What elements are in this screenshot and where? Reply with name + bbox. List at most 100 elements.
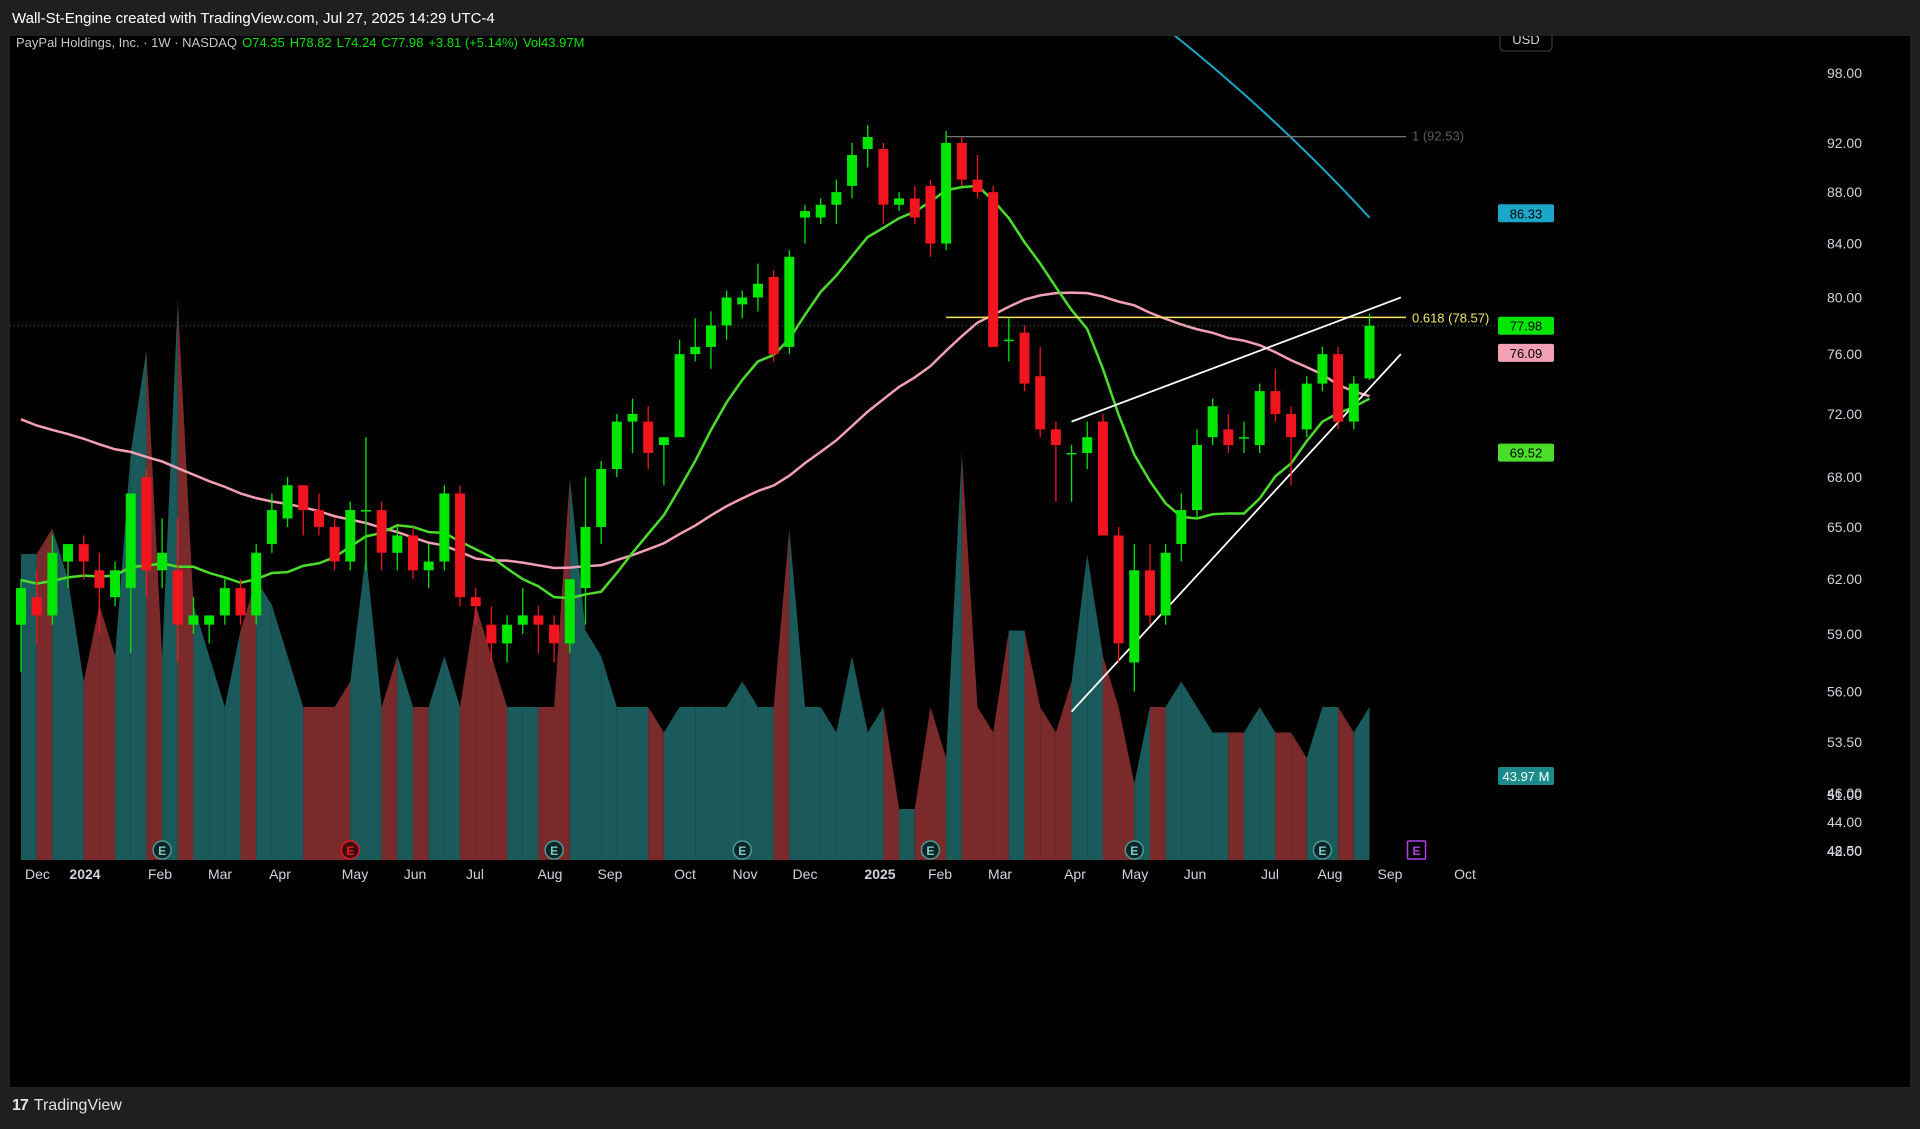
volume-segment <box>820 707 837 860</box>
earnings-marker-label: E <box>158 844 166 858</box>
candle-body <box>1003 339 1014 342</box>
earnings-marker-icon[interactable] <box>1406 840 1427 860</box>
earnings-marker-icon[interactable] <box>152 840 172 860</box>
candle-body <box>423 561 434 571</box>
candle-body <box>1254 391 1265 446</box>
candle-body <box>1348 383 1359 422</box>
x-tick-label: Oct <box>1454 866 1476 882</box>
y-tick-label: 92.00 <box>1827 135 1862 151</box>
volume-price-tag: 43.97 M <box>1503 769 1550 784</box>
volume-segment <box>899 809 915 860</box>
volume-segment <box>836 656 853 860</box>
candle-body <box>596 468 607 527</box>
volume-value: Vol43.97M <box>523 36 584 50</box>
volume-segment <box>1134 707 1150 860</box>
volume-segment <box>1102 656 1119 860</box>
volume-segment <box>397 656 413 860</box>
earnings-marker-icon[interactable] <box>1312 840 1333 860</box>
earnings-marker-icon[interactable] <box>920 840 941 860</box>
chart-frame[interactable]: 1 (92.53) 0.618 (78.57) E E E E E E E E 140.0013… <box>10 0 1910 1087</box>
volume-segment <box>162 299 178 860</box>
candle-body <box>611 421 622 469</box>
volume-segment <box>1071 554 1088 860</box>
candle-body <box>345 510 356 562</box>
candle-body <box>360 510 371 512</box>
price-axis: 140.00132.00124.00116.00108.00103.0098.0… <box>1819 10 1862 859</box>
candle-body <box>1333 354 1344 422</box>
candle-body <box>125 493 136 589</box>
volume-segment <box>1212 732 1229 860</box>
y-tick-label: 53.50 <box>1827 734 1862 750</box>
x-tick-label: Oct <box>674 866 696 882</box>
volume-segment <box>1306 707 1323 860</box>
price-labels-layer: 86.33 77.98 76.09 69.52 43.97 M <box>1498 204 1554 785</box>
candle-body <box>455 493 466 598</box>
candle-body <box>752 283 763 298</box>
volume-segment <box>460 605 476 860</box>
price-chart[interactable]: 1 (92.53) 0.618 (78.57) E E E E E E E E 140.0013… <box>10 0 1910 1087</box>
volume-layer <box>21 299 1370 860</box>
candle-body <box>110 570 121 598</box>
candle-body <box>94 570 105 589</box>
candle-body <box>705 325 716 347</box>
volume-segment <box>240 579 257 860</box>
volume-segment <box>1055 681 1072 860</box>
x-tick-label: 2025 <box>864 866 895 882</box>
candle-body <box>847 155 858 186</box>
candle-body <box>376 510 387 553</box>
candle-body <box>392 535 403 553</box>
earnings-marker-icon[interactable] <box>1124 840 1145 860</box>
candle-body <box>1364 325 1375 379</box>
x-tick-label: Sep <box>1378 866 1403 882</box>
low-value: L74.24 <box>337 36 377 50</box>
earnings-marker-icon[interactable] <box>544 840 564 860</box>
x-tick-label: 2024 <box>69 866 100 882</box>
x-tick-label: Nov <box>733 866 758 882</box>
volume-segment <box>789 528 805 860</box>
candle-body <box>282 485 293 519</box>
volume-segment <box>554 477 570 860</box>
earnings-marker-label: E <box>738 844 746 858</box>
ma-short-price-tag: 69.52 <box>1510 446 1543 461</box>
earnings-marker-icon[interactable] <box>732 840 753 860</box>
candle-body <box>690 346 701 355</box>
candle-body <box>627 413 638 422</box>
high-value: H78.82 <box>290 36 332 50</box>
candle-body <box>1207 406 1218 438</box>
volume-segment <box>1228 732 1245 860</box>
earnings-marker-label: E <box>346 844 354 858</box>
candle-body <box>564 579 575 644</box>
earnings-marker-icon[interactable] <box>340 840 361 860</box>
candle-body <box>580 526 591 589</box>
x-tick-label: Aug <box>538 866 563 882</box>
candle-body <box>1192 445 1202 511</box>
volume-segment <box>710 707 727 860</box>
volume-segment <box>993 630 1009 860</box>
volume-segment <box>1149 707 1166 860</box>
candle-body <box>1050 429 1061 446</box>
y-tick-label: 48.50 <box>1827 843 1862 859</box>
volume-segment <box>695 707 711 860</box>
x-tick-label: Aug <box>1318 866 1343 882</box>
candle-body <box>1066 452 1077 455</box>
fib-label-0618: 0.618 (78.57) <box>1412 310 1489 325</box>
ma-mid-line <box>20 291 1370 570</box>
candle-body <box>1223 429 1234 446</box>
currency-button[interactable]: USD <box>1499 26 1553 52</box>
volume-segment <box>663 707 680 860</box>
candle-body <box>721 297 732 326</box>
x-tick-label: Sep <box>598 866 623 882</box>
candle-body <box>517 615 528 625</box>
volume-segment <box>726 681 743 860</box>
candle-body <box>1301 383 1312 430</box>
open-value: O74.35 <box>242 36 285 50</box>
candle-body <box>47 552 58 616</box>
volume-segment <box>224 630 241 860</box>
volume-segment <box>961 452 978 860</box>
candle-body <box>408 535 418 571</box>
tradingview-logo: 17 TradingView <box>12 1097 122 1115</box>
volume-segment <box>146 350 163 860</box>
volume-segment <box>1197 707 1213 860</box>
candle-body <box>1113 535 1124 644</box>
currency-label: USD <box>1512 36 1539 47</box>
